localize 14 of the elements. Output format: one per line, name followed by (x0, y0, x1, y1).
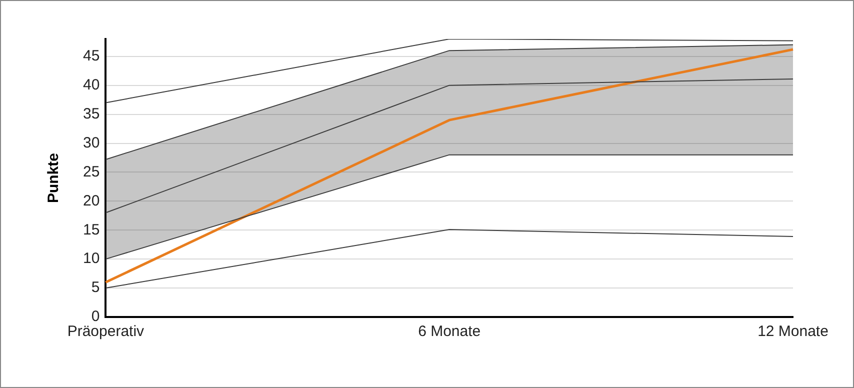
y-tick-label: 40 (82, 76, 100, 94)
x-tick-label: 12 Monate (758, 323, 828, 340)
y-tick-label: 30 (82, 134, 100, 152)
y-axis-title: Punkte (45, 152, 62, 204)
y-tick-label: 45 (82, 48, 100, 65)
y-tick-label: 35 (82, 105, 100, 122)
x-tick-label: 6 Monate (418, 323, 481, 340)
y-tick-label: 15 (82, 221, 100, 238)
y-tick-label: 25 (82, 163, 100, 180)
x-tick-label: Präoperativ (67, 323, 145, 340)
y-tick-label: 0 (91, 308, 100, 326)
y-tick-label: 10 (82, 250, 100, 268)
y-tick-label: 5 (91, 279, 100, 296)
y-tick-label: 20 (82, 192, 100, 210)
